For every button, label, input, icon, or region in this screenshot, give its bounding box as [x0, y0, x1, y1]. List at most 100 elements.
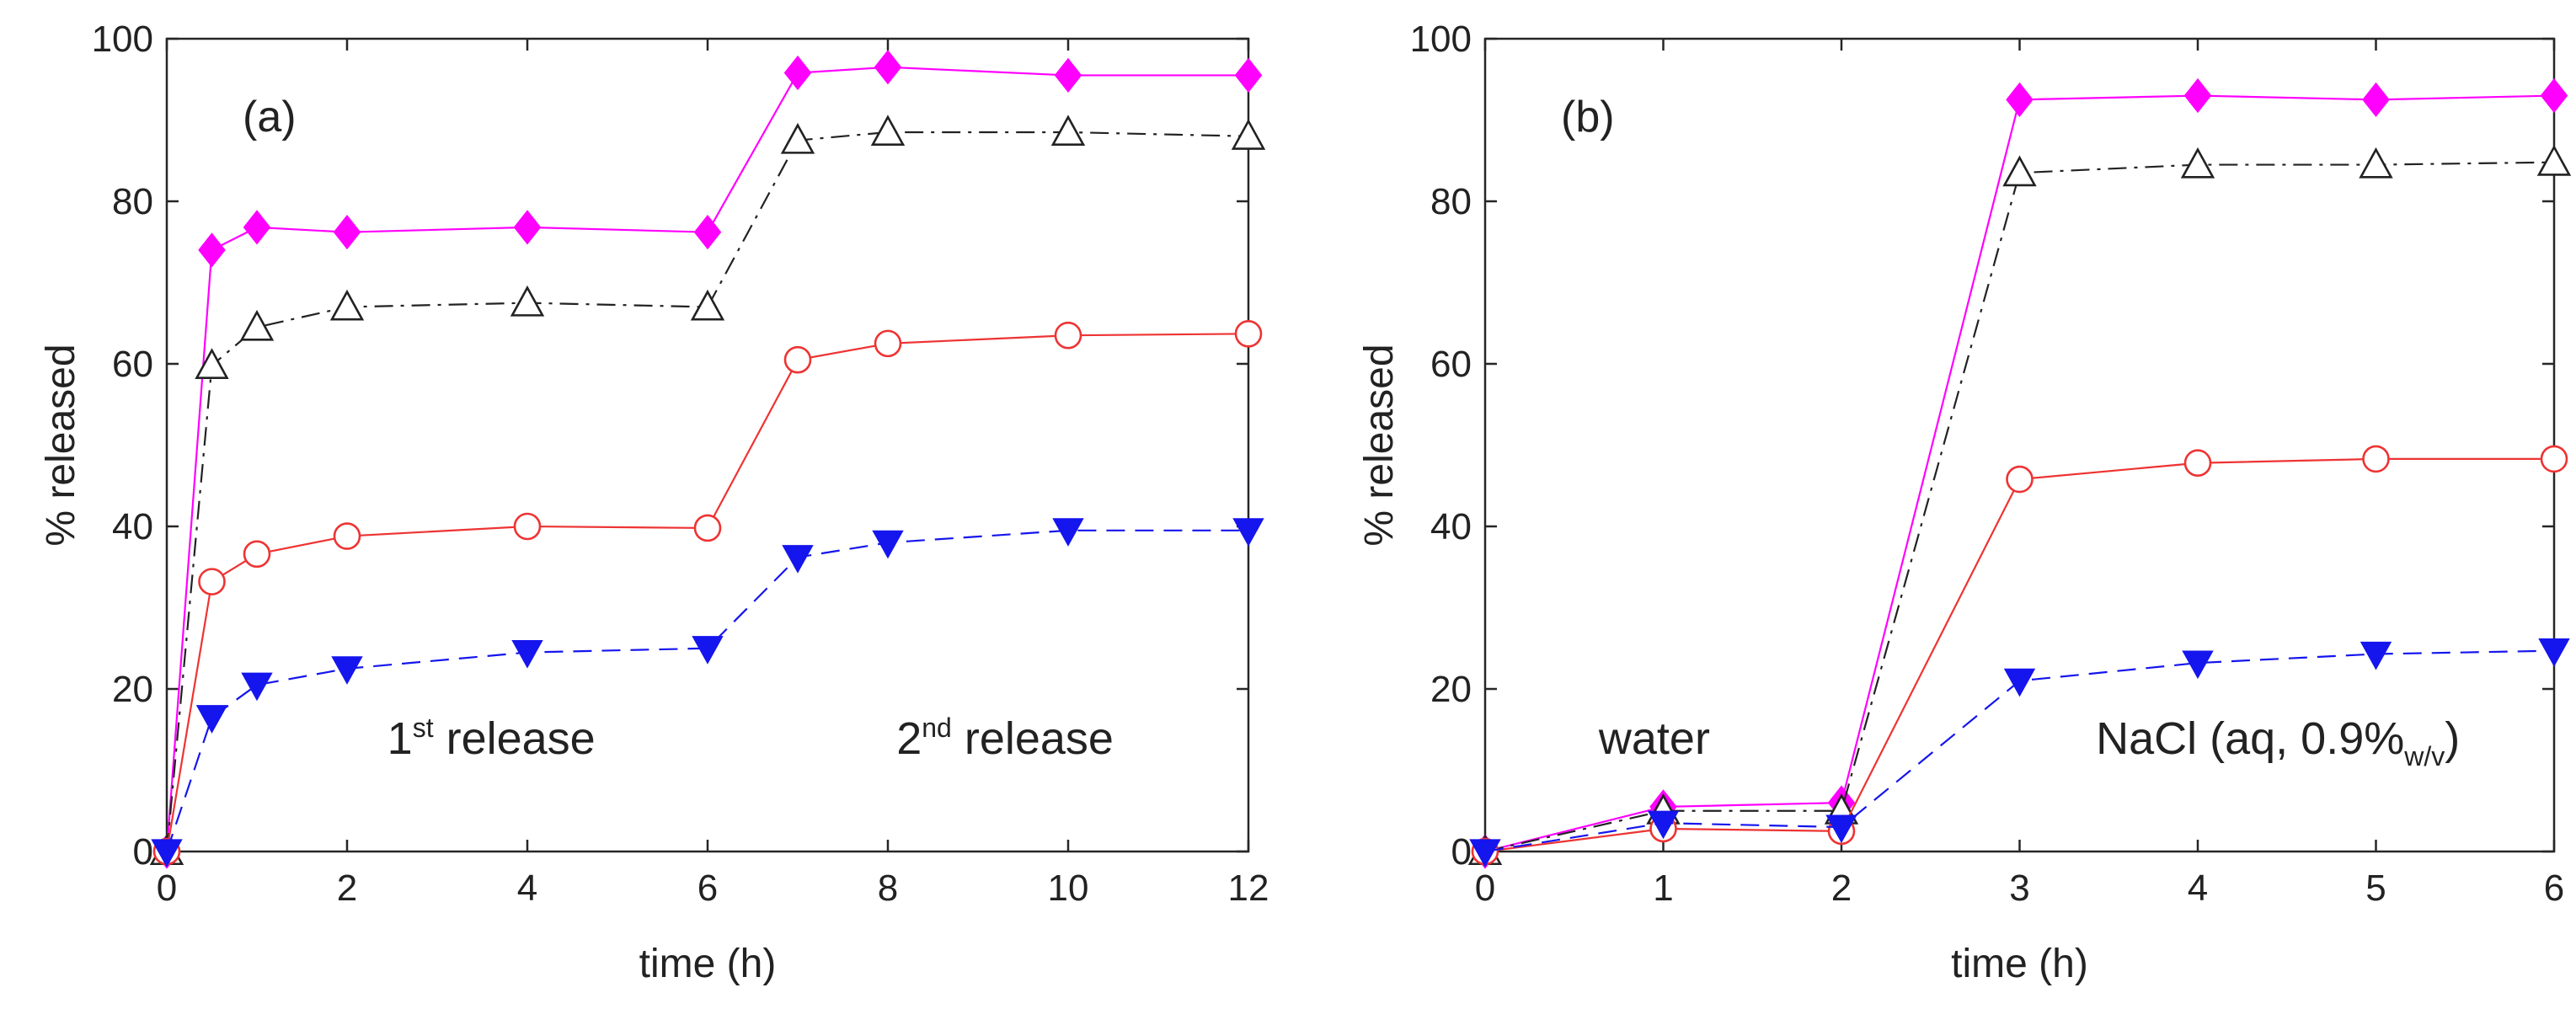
- series-red-circle: [1471, 445, 2568, 866]
- data-point: [2002, 155, 2037, 187]
- x-tick-label: 8: [878, 868, 898, 909]
- data-point: [1469, 839, 1501, 868]
- data-point: [510, 285, 545, 317]
- y-tick-label: 80: [112, 181, 153, 222]
- x-tick-label: 0: [1475, 868, 1495, 909]
- x-tick-label: 12: [1228, 868, 1269, 909]
- data-point: [782, 545, 814, 574]
- data-point: [2362, 82, 2390, 117]
- annotation-superscript: st: [413, 713, 434, 743]
- annotation-text: 1: [387, 713, 413, 764]
- data-point: [872, 530, 904, 559]
- data-point: [329, 289, 365, 321]
- annotation-text: 2: [896, 713, 922, 764]
- series-line: [1484, 457, 2554, 853]
- data-point: [1052, 518, 1084, 547]
- data-point: [2362, 445, 2390, 473]
- annotation-first: 1st release: [387, 713, 596, 764]
- data-point: [1054, 57, 1082, 93]
- x-tick-label: 4: [517, 868, 537, 909]
- data-point: [1050, 115, 1086, 147]
- data-point: [1054, 321, 1082, 350]
- x-tick-label: 10: [1048, 868, 1089, 909]
- x-tick-label: 0: [157, 868, 177, 909]
- data-point: [2182, 650, 2214, 680]
- annotation-text: ): [2445, 713, 2460, 764]
- data-point: [2359, 147, 2393, 179]
- series-blue-triangle-down: [151, 518, 1264, 868]
- data-point: [780, 122, 815, 154]
- y-tick-label: 60: [112, 344, 153, 385]
- data-point: [2006, 465, 2034, 494]
- x-tick-label: 4: [2188, 868, 2208, 909]
- annotation-subscript: w/v: [2403, 741, 2445, 771]
- x-tick-label: 2: [1831, 868, 1852, 909]
- data-point: [690, 289, 725, 321]
- annotation-superscript: nd: [922, 713, 952, 743]
- data-point: [2360, 641, 2392, 670]
- x-axis-title: time (h): [639, 942, 777, 986]
- data-point: [239, 309, 275, 341]
- data-point: [2003, 668, 2036, 697]
- data-point: [198, 568, 226, 595]
- data-point: [1231, 119, 1266, 150]
- series-black-triangle: [149, 115, 1266, 866]
- data-point: [331, 656, 363, 685]
- data-point: [198, 232, 226, 268]
- y-tick-label: 20: [1430, 669, 1472, 710]
- y-tick-label: 80: [1430, 181, 1472, 222]
- y-tick-label: 40: [1430, 506, 1472, 547]
- data-point: [2006, 82, 2034, 117]
- data-point: [241, 672, 273, 702]
- y-tick-label: 20: [112, 669, 153, 710]
- y-axis-title: % released: [1357, 344, 1402, 546]
- data-point: [2540, 445, 2568, 473]
- data-point: [2183, 449, 2212, 478]
- y-tick-label: 0: [133, 831, 153, 873]
- annotation-text: release: [952, 713, 1114, 764]
- data-point: [2540, 77, 2568, 114]
- annotation-nacl: NaCl (aq, 0.9%w/v): [2096, 713, 2460, 771]
- data-point: [243, 210, 271, 245]
- panel-label: (a): [243, 93, 297, 141]
- series-red-circle: [152, 319, 1263, 866]
- x-axis-title: time (h): [1951, 942, 2088, 986]
- data-point: [2180, 147, 2215, 179]
- panel-label: (b): [1561, 93, 1615, 141]
- data-point: [874, 329, 902, 358]
- data-point: [2183, 77, 2212, 114]
- data-point: [874, 50, 902, 85]
- data-point: [1234, 319, 1263, 348]
- data-point: [1647, 810, 1680, 840]
- annotation-text: release: [434, 713, 596, 764]
- data-point: [1232, 518, 1264, 547]
- data-point: [693, 514, 722, 542]
- series-line: [165, 66, 1248, 852]
- series-line: [165, 529, 1248, 852]
- y-tick-label: 100: [92, 19, 153, 60]
- data-point: [2538, 638, 2570, 667]
- data-point: [513, 512, 542, 541]
- y-tick-label: 100: [1410, 19, 1472, 60]
- data-point: [333, 215, 361, 250]
- data-point: [1825, 814, 1857, 844]
- x-tick-label: 5: [2365, 868, 2386, 909]
- data-point: [333, 522, 361, 550]
- data-point: [511, 639, 543, 669]
- annotation-text: water: [1598, 713, 1710, 764]
- data-point: [151, 839, 183, 868]
- y-axis-title: % released: [39, 344, 83, 546]
- y-tick-label: 60: [1430, 344, 1472, 385]
- x-tick-label: 3: [2009, 868, 2029, 909]
- data-point: [513, 210, 542, 245]
- x-tick-label: 1: [1653, 868, 1673, 909]
- y-tick-label: 40: [112, 506, 153, 547]
- annotation-text: NaCl (aq, 0.9%: [2096, 713, 2404, 764]
- annotation-water: water: [1598, 713, 1710, 764]
- data-point: [692, 636, 724, 665]
- annotation-second: 2nd release: [896, 713, 1114, 764]
- x-tick-label: 6: [2544, 868, 2564, 909]
